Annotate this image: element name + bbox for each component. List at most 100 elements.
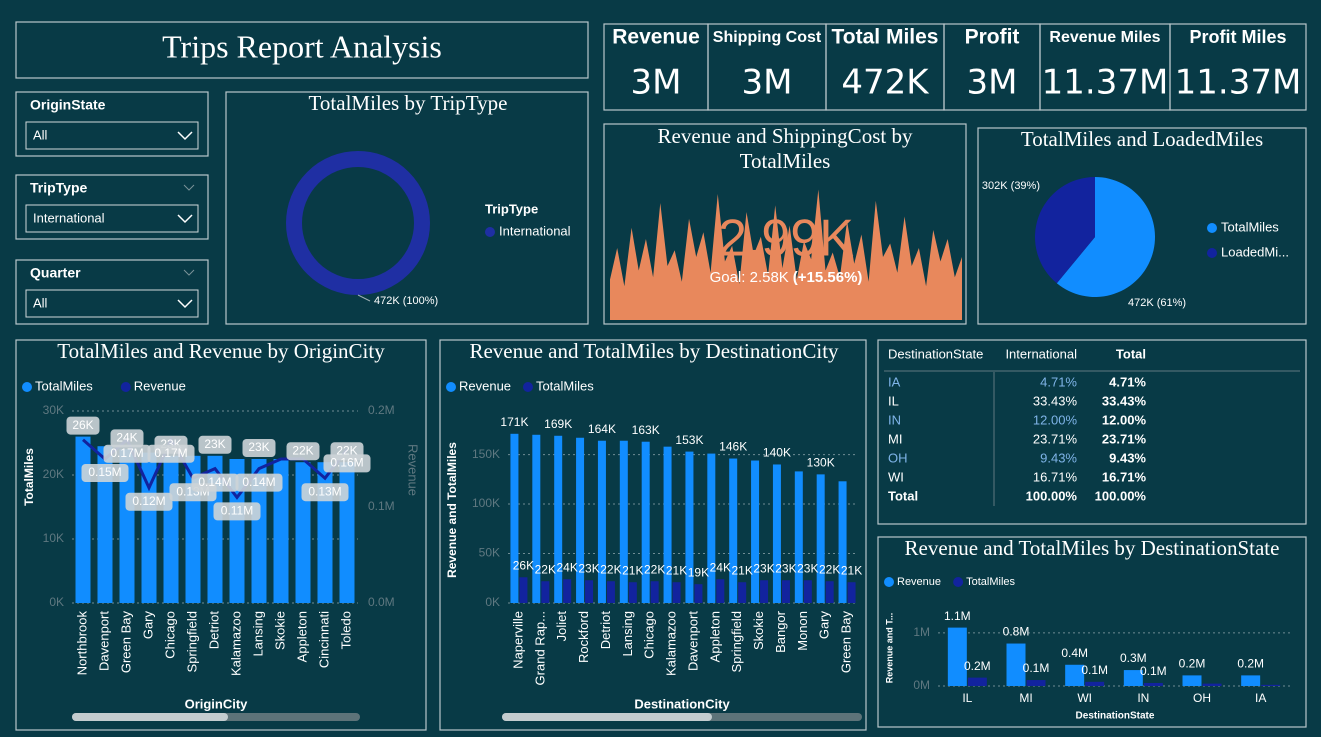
slicer-value: All bbox=[33, 295, 48, 310]
data-label: 0.17M bbox=[154, 446, 187, 460]
data-label: 26K bbox=[513, 558, 534, 572]
bar bbox=[794, 471, 803, 603]
x-tick-label: Springfield bbox=[184, 611, 199, 672]
data-label: 22K bbox=[336, 443, 357, 457]
bar bbox=[672, 582, 681, 603]
data-label: 21K bbox=[841, 563, 862, 577]
goal-label: Goal: 2.58K bbox=[710, 269, 789, 286]
data-label: 0.17M bbox=[110, 446, 143, 460]
x-tick-label: Green Bay bbox=[118, 611, 133, 674]
y2-tick-label: 0.1M bbox=[368, 499, 395, 513]
legend-marker bbox=[120, 382, 131, 392]
kpi-value: 2.99K bbox=[718, 210, 854, 268]
data-label: 23K bbox=[578, 561, 599, 575]
table-cell: 100.00% bbox=[1095, 488, 1147, 503]
bar bbox=[576, 437, 585, 603]
x-tick-label: MI bbox=[1019, 691, 1032, 705]
data-label: 0.4M bbox=[1061, 646, 1088, 660]
legend-label: Revenue bbox=[134, 378, 186, 393]
data-label: 0.16M bbox=[330, 456, 363, 470]
table-cell: 23.71% bbox=[1102, 431, 1147, 446]
data-label: 302K (39%) bbox=[982, 180, 1040, 192]
data-label: 21K bbox=[732, 563, 753, 577]
data-label: 0.13M bbox=[308, 484, 341, 498]
table-cell: 16.71% bbox=[1102, 469, 1147, 484]
data-label: 169K bbox=[544, 417, 572, 431]
scrollbar-thumb[interactable] bbox=[72, 713, 228, 721]
x-tick-label: Monon bbox=[795, 611, 810, 651]
y-tick-label: 10K bbox=[43, 531, 64, 545]
legend-label: TotalMiles bbox=[536, 378, 594, 393]
card-value: 3M bbox=[967, 63, 1018, 103]
legend-label: Revenue bbox=[897, 576, 941, 588]
label-box bbox=[191, 473, 239, 492]
chevron bbox=[177, 214, 193, 224]
y-tick-label: 50K bbox=[479, 546, 500, 560]
slicer-dropdown[interactable] bbox=[25, 121, 199, 150]
data-label: 23K bbox=[753, 561, 774, 575]
donut-segment bbox=[286, 151, 430, 295]
slicer-dropdown[interactable] bbox=[25, 289, 199, 318]
legend-label: LoadedMi... bbox=[1221, 244, 1289, 259]
label-box bbox=[103, 444, 151, 463]
bar bbox=[803, 580, 812, 603]
table-cell: 23.71% bbox=[1033, 431, 1078, 446]
data-label: 0.14M bbox=[242, 475, 275, 489]
card-label: Revenue Miles bbox=[1049, 29, 1160, 46]
bar bbox=[606, 581, 615, 603]
bar bbox=[1202, 683, 1222, 686]
x-tick-label: Appleton bbox=[294, 611, 309, 662]
origin-panel bbox=[15, 339, 427, 731]
data-label: 0.8M bbox=[1003, 625, 1030, 639]
data-label: 24K bbox=[116, 431, 137, 445]
x-tick-label: Detriot bbox=[598, 611, 613, 650]
card-label: Revenue bbox=[612, 26, 700, 49]
data-label: 0.3M bbox=[1120, 651, 1147, 665]
pie-slice bbox=[1035, 177, 1095, 284]
slicer-dropdown[interactable] bbox=[25, 204, 199, 233]
bar bbox=[141, 452, 157, 603]
card bbox=[1169, 23, 1307, 111]
bar bbox=[1006, 643, 1026, 686]
bar bbox=[563, 579, 572, 603]
x-tick-label: Detriot bbox=[206, 611, 221, 650]
chart-title: Revenue and TotalMiles by DestinationSta… bbox=[905, 536, 1280, 560]
y-tick-label: 20K bbox=[43, 467, 64, 481]
x-tick-label: Kalamazoo bbox=[664, 611, 679, 676]
x-tick-label: Davenport bbox=[96, 611, 111, 671]
data-label: 24K bbox=[557, 560, 578, 574]
bar bbox=[947, 627, 967, 686]
card-label: Shipping Cost bbox=[713, 29, 822, 46]
trend-area bbox=[610, 189, 962, 320]
table-cell: 16.71% bbox=[1033, 469, 1078, 484]
bar bbox=[685, 451, 694, 603]
data-label: 22K bbox=[819, 562, 840, 576]
table-cell: 33.43% bbox=[1102, 393, 1147, 408]
y2-tick-label: 0.2M bbox=[368, 403, 395, 417]
slicer-value: All bbox=[33, 127, 48, 142]
bar bbox=[707, 453, 716, 603]
label-box bbox=[286, 442, 320, 461]
pie-panel bbox=[977, 127, 1307, 325]
bar bbox=[1143, 682, 1163, 686]
pie-slice bbox=[1056, 177, 1155, 297]
chart-title: Revenue and TotalMiles by DestinationCit… bbox=[469, 339, 839, 363]
scrollbar-thumb[interactable] bbox=[502, 713, 712, 721]
table-cell: 4.71% bbox=[1040, 374, 1077, 389]
y-axis-title: Revenue and TotalMiles bbox=[445, 442, 459, 578]
y-tick-label: 0K bbox=[485, 595, 500, 609]
bar bbox=[781, 580, 790, 603]
bar bbox=[1065, 664, 1085, 686]
legend-label: TotalMiles bbox=[1221, 219, 1279, 234]
bar bbox=[1182, 675, 1202, 686]
table-cell: 9.43% bbox=[1040, 450, 1077, 465]
data-label: 23K bbox=[204, 437, 225, 451]
leader-line bbox=[357, 294, 371, 302]
bar bbox=[229, 459, 245, 603]
table-cell: 12.00% bbox=[1102, 412, 1147, 427]
kpi-panel bbox=[603, 123, 967, 325]
table-cell: IL bbox=[888, 393, 899, 408]
card-value: 3M bbox=[742, 63, 793, 103]
